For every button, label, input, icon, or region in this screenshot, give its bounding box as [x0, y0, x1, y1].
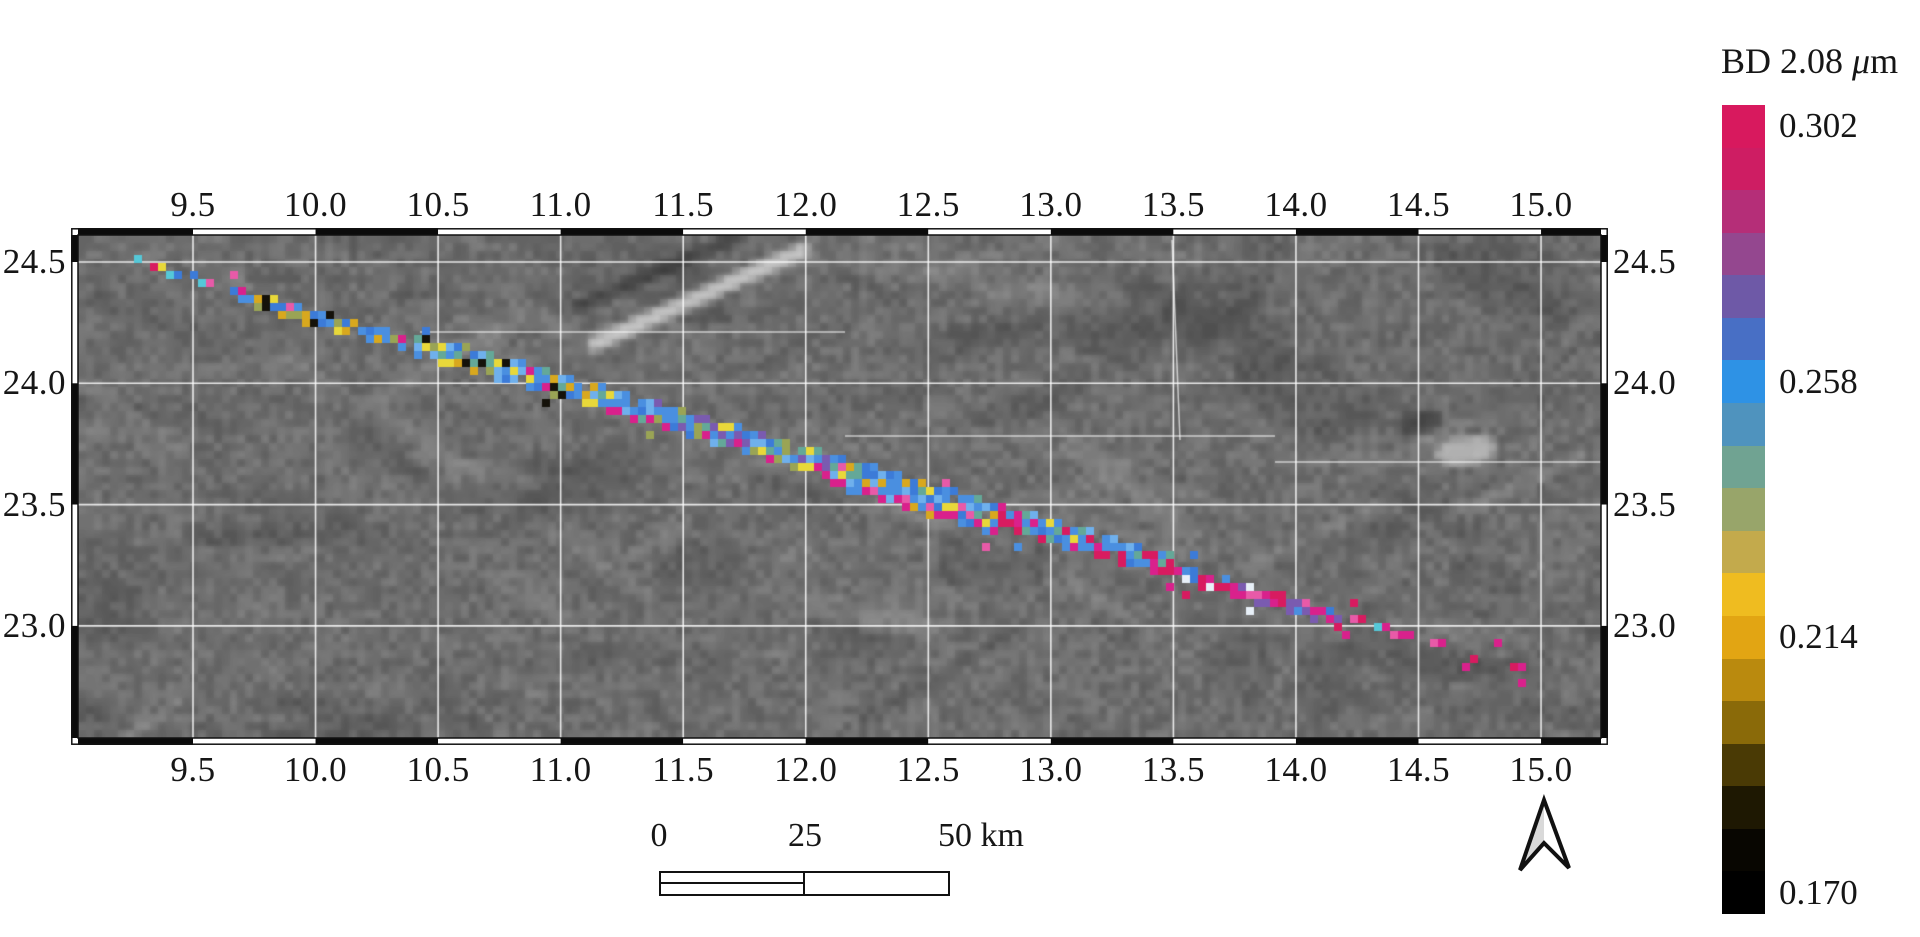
x-tick-label-bottom: 13.5 — [1141, 750, 1206, 789]
scalebar-left-top-cell — [661, 873, 803, 884]
scalebar-label-0: 0 — [650, 817, 668, 854]
y-tick-label-left: 23.5 — [2, 484, 66, 524]
colorbar-block-10 — [1722, 530, 1765, 574]
colorbar-tick-label: 0.170 — [1779, 872, 1858, 912]
colorbar-block-15 — [1722, 743, 1765, 787]
x-tick-label-top: 12.0 — [774, 185, 838, 224]
x-tick-label-bottom: 12.5 — [896, 750, 960, 789]
x-tick-label-top: 11.0 — [529, 185, 592, 224]
colorbar-block-6 — [1722, 360, 1765, 404]
colorbar-block-0 — [1722, 105, 1765, 148]
y-tick-label-right: 23.5 — [1613, 484, 1677, 524]
x-tick-label-top: 13.5 — [1141, 185, 1206, 224]
colorbar-block-11 — [1722, 573, 1765, 616]
map-frame — [71, 228, 1608, 745]
colorbar-block-17 — [1722, 828, 1765, 872]
colorbar-block-9 — [1722, 488, 1765, 531]
colorbar — [1722, 105, 1765, 914]
x-tick-label-top: 10.5 — [406, 185, 470, 224]
basemap-canvas — [78, 235, 1601, 738]
colorbar-tick-label: 0.214 — [1779, 617, 1858, 657]
x-tick-label-bottom: 15.0 — [1509, 750, 1573, 789]
x-tick-label-bottom: 13.0 — [1019, 750, 1083, 789]
colorbar-block-1 — [1722, 147, 1765, 191]
colorbar-block-14 — [1722, 701, 1765, 744]
x-tick-label-bottom: 11.5 — [652, 750, 715, 789]
north-arrow-icon — [1518, 794, 1571, 872]
x-tick-label-bottom: 10.5 — [406, 750, 470, 789]
colorbar-title-suffix: m — [1870, 41, 1899, 81]
colorbar-block-8 — [1722, 445, 1765, 489]
y-tick-label-left: 24.0 — [2, 363, 66, 403]
scalebar-label-25: 25 — [788, 817, 822, 854]
colorbar-tick-label: 0.258 — [1779, 361, 1858, 401]
scalebar-label-50km: 50 km — [938, 817, 1024, 854]
x-tick-label-bottom: 14.5 — [1386, 750, 1451, 789]
x-tick-label-top: 13.0 — [1019, 185, 1083, 224]
colorbar-block-5 — [1722, 317, 1765, 361]
x-tick-label-bottom: 11.0 — [529, 750, 592, 789]
y-tick-label-left: 23.0 — [2, 605, 66, 645]
y-tick-label-right: 23.0 — [1613, 605, 1677, 645]
x-tick-label-bottom: 10.0 — [283, 750, 348, 789]
colorbar-title-mu: μ — [1852, 41, 1871, 81]
x-tick-label-bottom: 12.0 — [774, 750, 838, 789]
colorbar-block-18 — [1722, 871, 1765, 914]
y-tick-label-left: 24.5 — [2, 242, 66, 281]
colorbar-block-2 — [1722, 190, 1765, 233]
colorbar-block-13 — [1722, 658, 1765, 702]
x-tick-label-top: 9.5 — [170, 185, 216, 224]
colorbar-block-4 — [1722, 275, 1765, 318]
colorbar-tick-label: 0.302 — [1779, 106, 1858, 146]
colorbar-block-3 — [1722, 232, 1765, 276]
colorbar-block-7 — [1722, 403, 1765, 446]
scalebar — [659, 871, 950, 896]
y-tick-label-right: 24.5 — [1613, 242, 1677, 281]
scalebar-right-segment — [805, 873, 949, 894]
colorbar-block-16 — [1722, 786, 1765, 829]
x-tick-label-top: 10.0 — [283, 185, 348, 224]
colorbar-block-12 — [1722, 615, 1765, 659]
x-tick-label-top: 11.5 — [652, 185, 715, 224]
x-tick-label-top: 14.0 — [1264, 185, 1328, 224]
x-tick-label-bottom: 9.5 — [170, 750, 216, 789]
x-tick-label-top: 14.5 — [1386, 185, 1451, 224]
x-tick-label-top: 12.5 — [896, 185, 960, 224]
x-tick-label-bottom: 14.0 — [1264, 750, 1328, 789]
y-tick-label-right: 24.0 — [1613, 363, 1677, 403]
colorbar-title-prefix: BD 2.08 — [1721, 41, 1853, 81]
x-tick-label-top: 15.0 — [1509, 185, 1573, 224]
scalebar-left-segment — [661, 873, 805, 894]
colorbar-title: BD 2.08 μm — [1721, 40, 1898, 82]
